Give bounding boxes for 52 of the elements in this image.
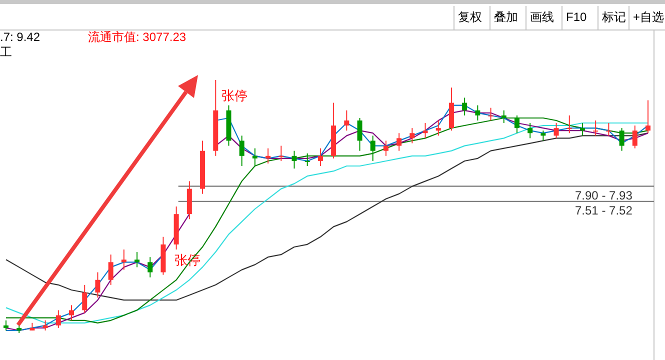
candlestick <box>304 152 310 167</box>
text: 画线 <box>530 10 554 24</box>
candlestick <box>266 148 271 164</box>
candlestick <box>292 150 297 170</box>
candlestick <box>462 97 468 116</box>
candlestick <box>56 310 61 328</box>
candlestick <box>42 320 48 331</box>
candlestick <box>566 114 572 134</box>
text: F10 <box>566 10 588 24</box>
candlestick <box>134 252 140 268</box>
candlestick <box>593 120 598 136</box>
candlestick <box>528 122 533 139</box>
candlestick <box>632 125 638 149</box>
text: 流通市值: 3077.23 <box>88 30 186 44</box>
candlestick <box>239 135 244 167</box>
text: .7: 9.42 <box>0 30 40 44</box>
candlestick <box>475 104 480 121</box>
candlestick <box>278 145 284 162</box>
candlestick <box>606 122 612 136</box>
candlestick <box>540 130 546 142</box>
candlestick <box>436 120 441 136</box>
annotation: 7.51 - 7.52 <box>575 203 633 218</box>
candlestick <box>318 148 323 167</box>
candlestick <box>646 100 650 134</box>
candlestick <box>370 135 376 162</box>
candlestick <box>619 128 624 152</box>
annotation: 张停 <box>222 88 248 103</box>
annotation: 7.90 - 7.93 <box>575 188 633 202</box>
text: +自选 <box>633 10 664 24</box>
text: 叠加 <box>494 10 518 24</box>
candlestick <box>514 114 520 134</box>
text: 复权 <box>458 10 482 24</box>
candlestick <box>554 122 559 139</box>
candlestick <box>4 320 8 331</box>
candlestick <box>488 107 494 121</box>
candlestick <box>108 254 114 286</box>
candlestick <box>501 110 506 124</box>
candlestick <box>580 122 585 136</box>
candlestick <box>121 249 126 270</box>
candlestick <box>252 148 258 167</box>
candlestick <box>383 140 388 156</box>
candlestick <box>82 284 88 314</box>
candlestick <box>95 272 100 298</box>
candlestick <box>148 256 153 278</box>
candlestick <box>410 128 415 144</box>
text: 标记 <box>601 10 626 24</box>
candlestick <box>422 122 428 139</box>
candlestick <box>69 304 74 321</box>
text: 工 <box>0 45 12 59</box>
candlestick <box>357 117 362 152</box>
candlestick <box>344 110 350 132</box>
candlestick <box>396 132 402 152</box>
